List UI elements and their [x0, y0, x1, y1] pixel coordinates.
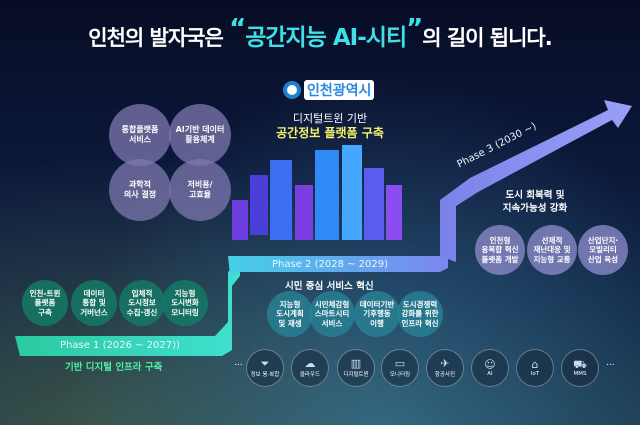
phase1-item: 입체적 도시정보 수집·갱신: [119, 280, 165, 326]
logo-text: 인천광역시: [304, 80, 375, 100]
ai-head-icon: ☺: [484, 358, 496, 371]
phase1-item: 지능형 도시변화 모니터링: [162, 280, 208, 326]
incheon-logo-icon: [283, 81, 301, 99]
ellipsis-right: ...: [606, 358, 615, 368]
tech-item: ☁ 클라우드: [291, 349, 329, 387]
phase2-band: [228, 246, 448, 276]
tech-item: ▥ 디지털트윈: [337, 349, 375, 387]
tech-item: ⌂ IoT: [516, 349, 554, 387]
page-title: 인천의 발자국은 “공간지능 AI-시티”의 길이 됩니다.: [0, 14, 640, 52]
tech-item: ✈ 항공사진: [426, 349, 464, 387]
phase1-item: 데이터 통합 및 거버넌스: [71, 280, 117, 326]
phase3-item: 선제적 재난대응 및 지능형 교통: [527, 225, 577, 275]
ellipsis-left: ...: [234, 358, 243, 368]
phase1-band: [15, 260, 240, 356]
phase3-item: 산업단지· 모빌리티 산업 육성: [578, 225, 628, 275]
phase1-item: 인천-트윈 플랫폼 구축: [22, 280, 68, 326]
phase3-subtitle-line1: 도시 회복력 및: [505, 190, 565, 201]
tech-label: 클라우드: [299, 372, 321, 378]
phase2-subtitle: 시민 중심 서비스 혁신: [285, 281, 374, 292]
top-circle: 통합플랫폼 서비스: [109, 104, 171, 166]
tech-label: AI: [487, 371, 493, 377]
open-quote: “: [229, 14, 246, 44]
phase3-item: 인천형 융복합 혁신 플랫폼 개발: [475, 225, 525, 275]
monitor-icon: ▭: [394, 357, 406, 370]
tech-label: 항공사진: [434, 372, 456, 378]
top-circle: 저비용/ 고효율: [169, 159, 231, 221]
top-circle: 과학적 의사 결정: [109, 159, 171, 221]
vehicle-icon: ⛟: [573, 358, 587, 371]
phase3-subtitle-line2: 지속가능성 강화: [502, 203, 568, 214]
tech-item: ⏷ 정보 융·복합: [246, 349, 284, 387]
close-quote: ”: [406, 14, 423, 44]
buildings-icon: ▥: [350, 357, 362, 370]
center-subheading: 공간정보 플랫폼 구축: [276, 126, 384, 140]
top-circle: AI기반 데이터 활용체계: [169, 104, 231, 166]
phase2-item: 지능형 도시계획 및 재생: [267, 291, 313, 337]
phase2-label: Phase 2 (2028 ~ 2029): [272, 259, 389, 270]
tech-label: 정보 융·복합: [250, 372, 280, 378]
iot-router-icon: ⌂: [531, 358, 539, 371]
phase3-band: [440, 100, 632, 262]
center-heading: 디지털트윈 기반: [292, 112, 368, 125]
tech-label: 모니터링: [389, 372, 411, 378]
tech-label: MMS: [573, 371, 587, 377]
airplane-icon: ✈: [440, 357, 450, 370]
phase1-subtitle: 기반 디지털 인프라 구축: [65, 362, 163, 373]
title-suffix: 의 길이 됩니다.: [422, 26, 553, 50]
title-prefix: 인천의 발자국은: [88, 26, 224, 50]
phase2-item: 데이터기반 기후행동 이행: [354, 291, 400, 337]
tech-label: 디지털트윈: [343, 372, 369, 378]
tech-item: ▭ 모니터링: [381, 349, 419, 387]
phase2-item: 도시경쟁력 강화를 위한 인프라 혁신: [397, 291, 443, 337]
tech-label: IoT: [530, 371, 540, 377]
title-highlight: 공간지능 AI-시티: [245, 25, 407, 51]
tech-item: ☺ AI: [471, 349, 509, 387]
logo: 인천광역시: [283, 80, 375, 100]
cloud-icon: ☁: [304, 357, 316, 370]
funnel-icon: ⏷: [260, 357, 270, 370]
phase1-label: Phase 1 (2026 ~ 2027)): [60, 340, 180, 351]
tech-item: ⛟ MMS: [561, 349, 599, 387]
city-illustration: [232, 145, 402, 240]
phase2-item: 시민체감형 스마트시티 서비스: [309, 291, 355, 337]
